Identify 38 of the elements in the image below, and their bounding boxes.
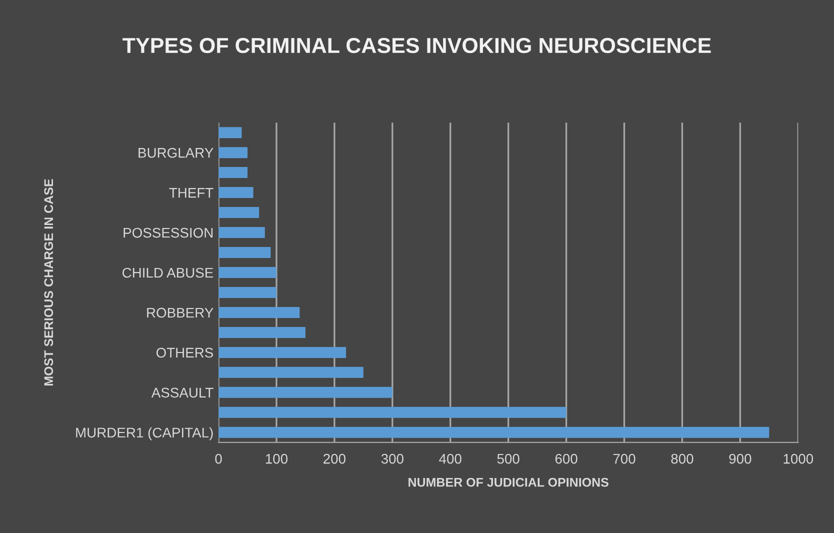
x-tick-label: 600 <box>555 454 578 464</box>
y-tick-label: POSSESSION <box>124 228 213 238</box>
y-tick-label: THEFT <box>169 188 214 198</box>
x-tick-label: 500 <box>497 454 520 464</box>
y-tick-label: MURDER1 (CAPITAL) <box>76 427 213 440</box>
bar <box>218 306 300 318</box>
bar <box>218 406 566 418</box>
x-tick-label: 700 <box>613 454 636 464</box>
bar <box>218 187 254 198</box>
bar <box>218 267 276 278</box>
bar <box>218 366 364 378</box>
y-tick-label: BURGLARY <box>138 148 214 158</box>
bar <box>218 127 242 138</box>
x-tick-label: 100 <box>266 454 288 464</box>
bar <box>218 167 248 178</box>
y-tick-label: CHILD ABUSE <box>122 268 214 278</box>
x-tick-label: 200 <box>324 454 346 464</box>
x-tick-label: 900 <box>729 454 752 464</box>
y-axis-title: MOST SERIOUS CHARGE IN CASE <box>44 179 54 386</box>
bar <box>218 227 265 238</box>
chart-title: TYPES OF CRIMINAL CASES INVOKING NEUROSCIENCE <box>122 38 711 54</box>
bar <box>218 326 306 338</box>
y-tick-label: ROBBERY <box>147 308 214 318</box>
bar <box>218 247 271 258</box>
x-tick-label: 300 <box>381 454 404 464</box>
x-tick-label: 400 <box>439 454 462 464</box>
bar <box>218 426 770 438</box>
y-tick-label: OTHERS <box>156 348 214 358</box>
bar <box>218 147 248 158</box>
bar <box>218 207 260 218</box>
x-axis-title: NUMBER OF JUDICIAL OPINIONS <box>408 478 608 487</box>
x-tick-label: 800 <box>671 454 694 464</box>
bar <box>218 286 276 298</box>
y-tick-label: ASSAULT <box>151 388 214 398</box>
x-tick-label: 1000 <box>784 454 814 464</box>
x-tick-label: 0 <box>215 454 222 464</box>
bar <box>218 386 392 398</box>
bar <box>218 346 346 358</box>
